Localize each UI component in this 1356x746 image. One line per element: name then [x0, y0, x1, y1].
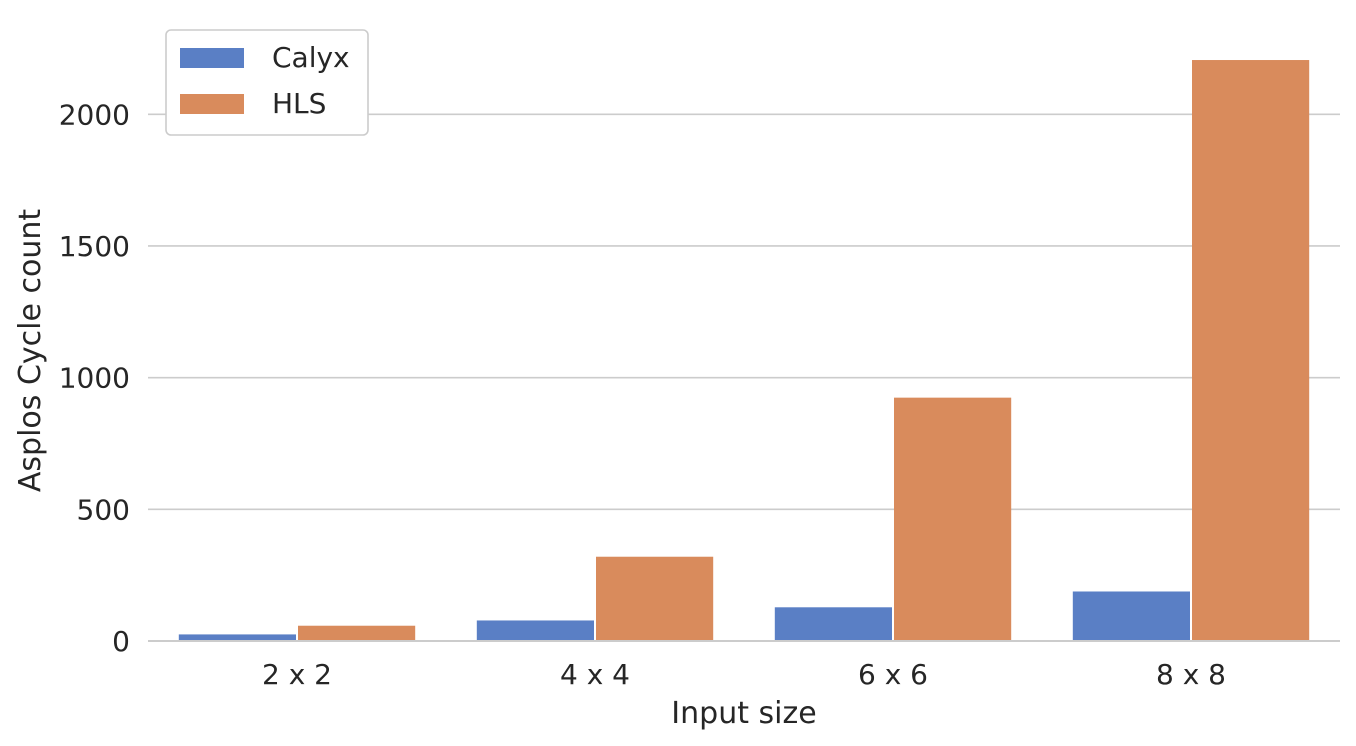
legend-swatch-hls: [180, 94, 244, 114]
bars: [178, 60, 1310, 642]
bar-hls-0: [298, 625, 416, 641]
y-tick-label: 1500: [59, 230, 130, 263]
x-tick-label: 8 x 8: [1156, 658, 1226, 691]
bar-calyx-3: [1072, 591, 1190, 641]
y-tick-label: 500: [77, 493, 130, 526]
bar-hls-1: [596, 556, 714, 641]
x-axis-ticks: 2 x 2 4 x 4 6 x 6 8 x 8: [262, 658, 1226, 691]
y-tick-label: 2000: [59, 98, 130, 131]
legend-label-hls: HLS: [272, 87, 326, 120]
legend-swatch-calyx: [180, 48, 244, 68]
y-tick-label: 1000: [59, 362, 130, 395]
legend: Calyx HLS: [165, 29, 369, 136]
bar-hls-2: [894, 397, 1012, 641]
bar-calyx-2: [774, 607, 892, 641]
x-tick-label: 4 x 4: [560, 658, 630, 691]
bar-calyx-1: [476, 620, 594, 641]
x-axis-label: Input size: [671, 696, 816, 731]
y-tick-label: 0: [112, 625, 130, 658]
bar-hls-3: [1192, 60, 1310, 642]
y-axis-ticks: 0 500 1000 1500 2000: [59, 98, 130, 658]
grid-lines: [148, 113, 1340, 511]
y-axis-label: Asplos Cycle count: [13, 209, 48, 492]
x-tick-label: 6 x 6: [858, 658, 928, 691]
x-tick-label: 2 x 2: [262, 658, 332, 691]
bar-calyx-0: [178, 634, 296, 641]
legend-label-calyx: Calyx: [272, 41, 350, 74]
